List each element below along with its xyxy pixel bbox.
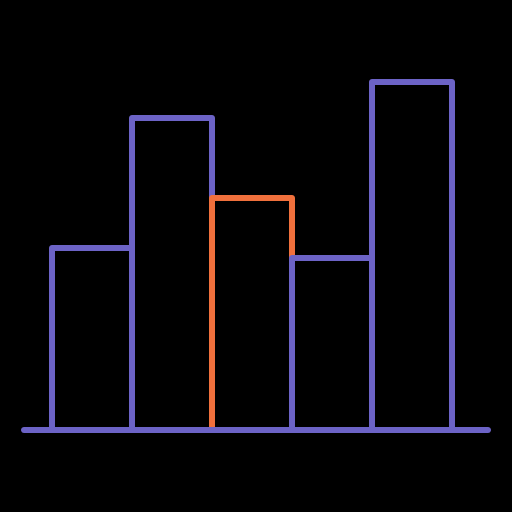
bar-5 (372, 82, 452, 430)
bar-2 (132, 118, 212, 430)
bar-1 (52, 248, 132, 430)
bar-chart (0, 0, 512, 512)
bars-group (52, 82, 452, 430)
bar-4 (292, 258, 372, 430)
bar-3 (212, 198, 292, 430)
